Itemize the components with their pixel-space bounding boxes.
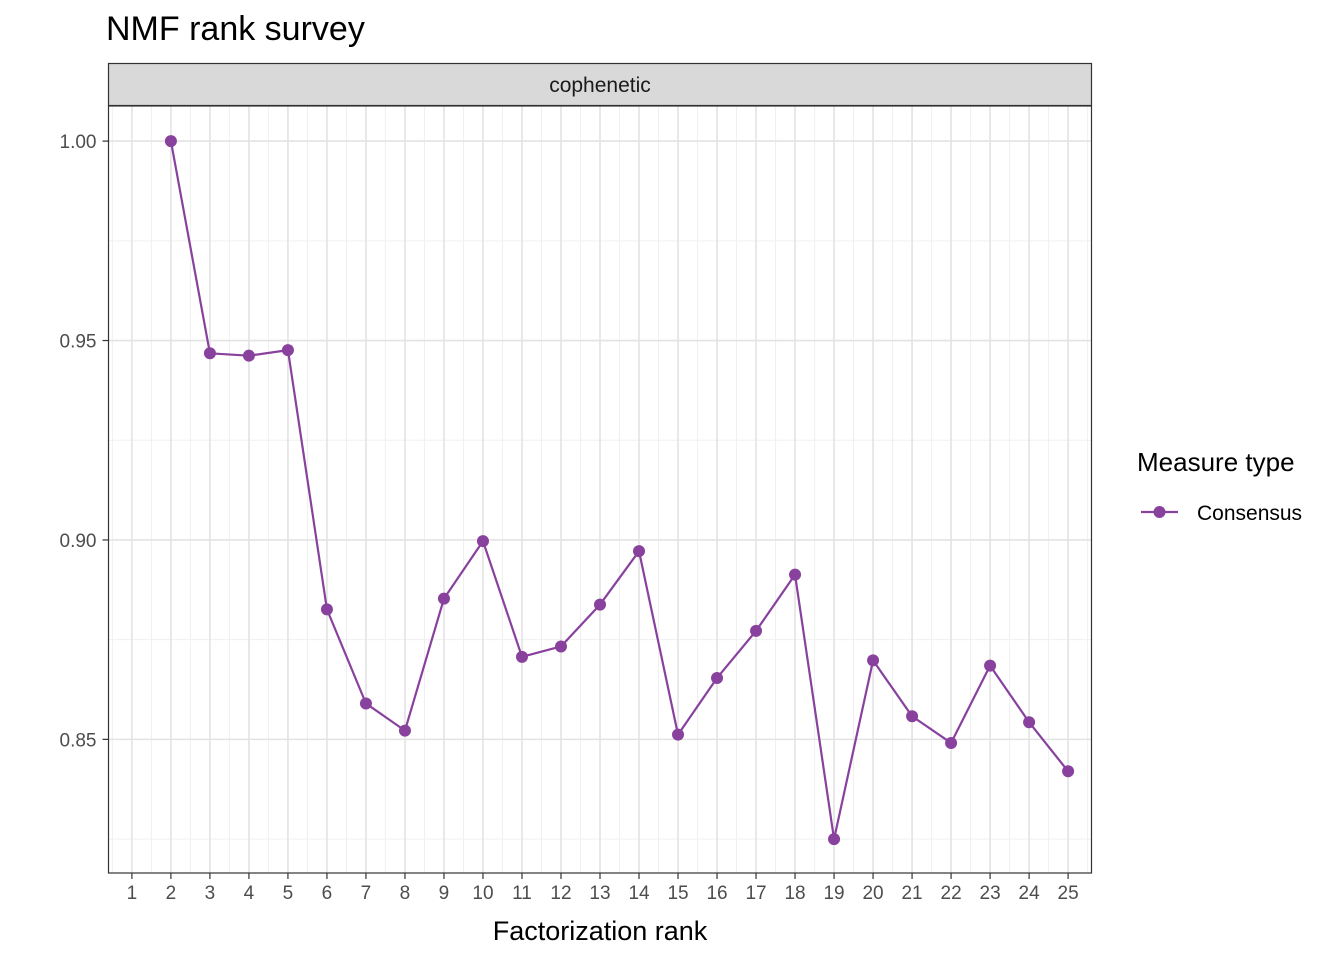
y-tick-label: 0.85 xyxy=(60,730,97,751)
x-tick-label: 24 xyxy=(1019,883,1041,904)
x-tick-label: 16 xyxy=(706,883,727,904)
data-point xyxy=(828,833,841,846)
data-point xyxy=(554,640,567,653)
chart-title: NMF rank survey xyxy=(106,10,365,48)
minor-gridlines xyxy=(108,106,1092,873)
x-tick-label: 1 xyxy=(127,883,138,904)
x-tick-label: 2 xyxy=(166,883,177,904)
data-point xyxy=(906,710,919,723)
x-tick-label: 23 xyxy=(980,883,1001,904)
data-point xyxy=(359,697,372,710)
x-tick-label: 11 xyxy=(512,883,532,904)
data-point xyxy=(320,603,333,616)
data-point xyxy=(437,592,450,605)
x-tick-label: 13 xyxy=(589,883,610,904)
x-tick-label: 17 xyxy=(745,883,766,904)
plot-panel xyxy=(107,105,1093,874)
series-layer xyxy=(164,135,1075,846)
y-tick-label: 1.00 xyxy=(60,132,97,153)
data-point xyxy=(164,135,177,148)
data-point xyxy=(476,535,489,548)
x-tick-label: 14 xyxy=(628,883,650,904)
y-tick-label: 0.95 xyxy=(60,332,97,353)
x-tick-label: 9 xyxy=(439,883,450,904)
legend-title: Measure type xyxy=(1137,447,1295,477)
x-tick-label: 21 xyxy=(901,883,922,904)
data-point xyxy=(242,349,255,362)
x-tick-label: 3 xyxy=(205,883,216,904)
x-tick-label: 12 xyxy=(550,883,571,904)
data-point xyxy=(867,654,880,667)
y-axis: 0.85 0.90 0.95 1.00 xyxy=(60,132,109,751)
x-tick-label: 25 xyxy=(1058,883,1079,904)
x-tick-label: 10 xyxy=(472,883,493,904)
legend: Measure type Consensus xyxy=(1137,447,1302,525)
x-axis: 1 2 3 4 5 6 7 8 9 10 11 12 13 14 15 16 17 18 19 20 21 22 23 24 2… xyxy=(127,873,1079,904)
data-point xyxy=(984,659,997,672)
data-point xyxy=(203,347,216,360)
data-point xyxy=(1062,765,1075,778)
data-point xyxy=(633,545,646,558)
data-point xyxy=(398,724,411,737)
y-tick-label: 0.90 xyxy=(60,531,97,552)
x-tick-label: 15 xyxy=(667,883,688,904)
data-point xyxy=(281,344,294,357)
facet-label: cophenetic xyxy=(549,74,651,97)
legend-item-consensus: Consensus xyxy=(1197,502,1302,525)
series-line-consensus xyxy=(169,140,1069,841)
data-point xyxy=(750,624,763,637)
x-axis-title: Factorization rank xyxy=(493,916,708,946)
x-tick-label: 18 xyxy=(784,883,805,904)
data-point xyxy=(711,671,724,684)
x-tick-label: 7 xyxy=(361,883,372,904)
data-point xyxy=(945,736,958,749)
x-tick-label: 4 xyxy=(244,883,255,904)
facet-strip xyxy=(107,62,1093,107)
data-point xyxy=(672,728,685,741)
x-tick-label: 5 xyxy=(283,883,294,904)
legend-key-point xyxy=(1153,506,1166,518)
data-point xyxy=(1023,716,1036,729)
data-point xyxy=(789,568,802,581)
x-tick-label: 22 xyxy=(941,883,962,904)
major-gridlines xyxy=(108,106,1092,873)
data-point xyxy=(515,650,528,663)
x-tick-label: 6 xyxy=(322,883,333,904)
x-tick-label: 8 xyxy=(400,883,411,904)
x-tick-label: 20 xyxy=(862,883,883,904)
data-point xyxy=(594,598,606,611)
x-tick-label: 19 xyxy=(823,883,844,904)
